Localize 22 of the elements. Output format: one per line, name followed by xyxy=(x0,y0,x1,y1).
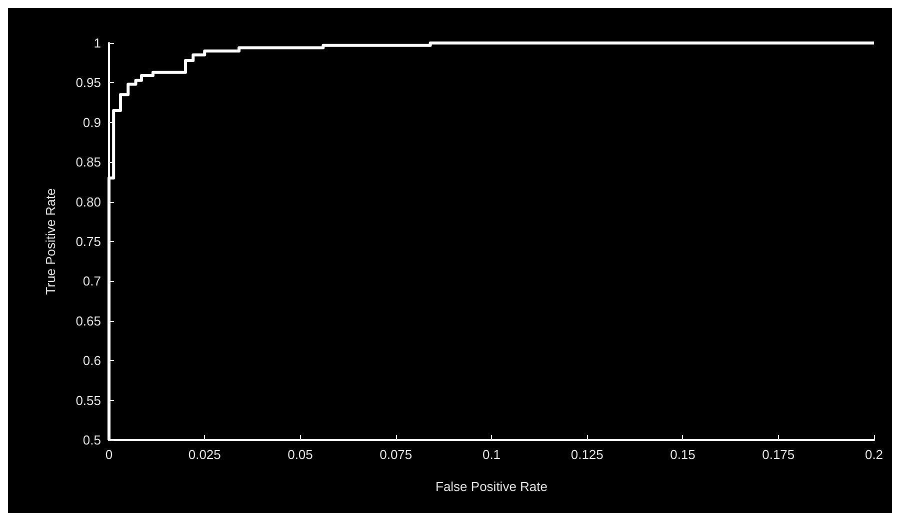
y-tick-label: 0.75 xyxy=(76,234,101,249)
y-tick-label: 0.55 xyxy=(76,392,101,408)
y-tick-label: 0.65 xyxy=(76,313,101,328)
y-tick-label: 0.7 xyxy=(82,274,101,289)
y-tick-label: 0.80 xyxy=(76,194,101,210)
x-tick-label: 0.1 xyxy=(482,447,501,462)
x-axis-title: False Positive Rate xyxy=(436,479,548,494)
x-tick-label: 0.2 xyxy=(864,447,884,462)
x-tick-label: 0.025 xyxy=(188,447,221,462)
y-tick-label: 1 xyxy=(94,36,101,50)
x-tick-label: 0.075 xyxy=(380,447,412,462)
y-axis-title: True Positive Rate xyxy=(43,188,58,295)
x-tick-label: 0.125 xyxy=(570,447,604,462)
y-tick-label: 0.6 xyxy=(82,353,101,368)
y-tick-label: 0.85 xyxy=(76,154,101,170)
y-tick-label: 0.9 xyxy=(82,114,101,130)
y-tick-label: 0.5 xyxy=(82,432,101,448)
y-tick-label: 0.95 xyxy=(76,75,101,90)
x-tick-label: 0.05 xyxy=(288,447,313,462)
x-tick-label: 0.15 xyxy=(670,447,696,462)
x-tick-label: 0.175 xyxy=(762,447,795,462)
x-tick-label: 0 xyxy=(105,447,113,462)
